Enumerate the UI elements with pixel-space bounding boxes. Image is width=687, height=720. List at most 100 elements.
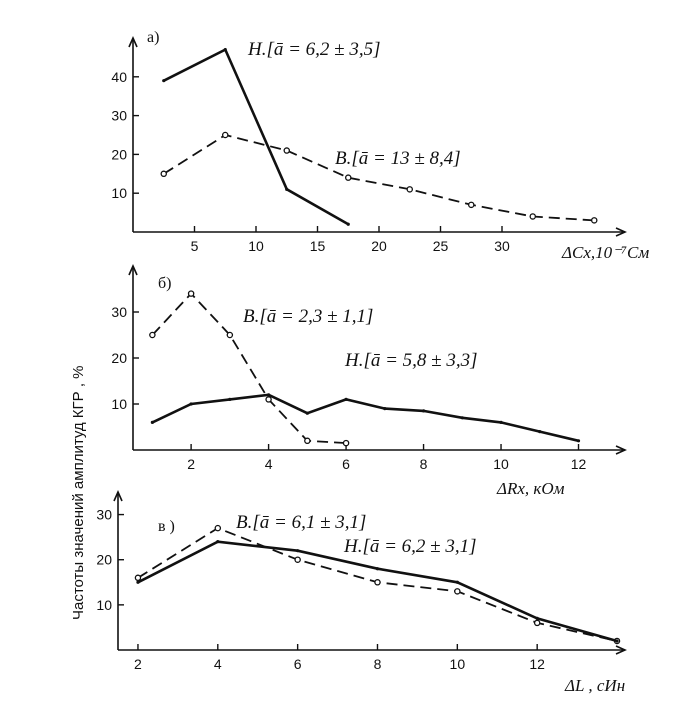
panel-b-series-n-point bbox=[576, 439, 581, 443]
panel-b-y-arrow bbox=[128, 264, 138, 276]
panel-c-x-tick-label: 10 bbox=[450, 656, 466, 672]
panel-c-series-v-point bbox=[134, 574, 142, 582]
panel-b-series-v-point bbox=[265, 396, 272, 403]
panel-b-series-n-point bbox=[228, 397, 232, 401]
panel-b-annotation-v: В.[ā = 2,3 ± 1,1] bbox=[243, 306, 373, 327]
panel-a-y-arrow bbox=[128, 36, 138, 48]
panel-a-x-axis-label: ΔCx,10⁻⁷См bbox=[561, 243, 649, 262]
panel-c-x-tick-label: 4 bbox=[214, 656, 222, 672]
panel-c-x-tick-label: 12 bbox=[529, 656, 545, 672]
panel-b-series-n-point bbox=[499, 420, 503, 424]
panel-c-series-n-point bbox=[136, 580, 140, 584]
panel-c-x-axis-label: ΔL , сИн bbox=[564, 676, 625, 695]
panel-c-series-v-point bbox=[294, 556, 301, 563]
panel-c-series-v-point bbox=[374, 579, 381, 586]
panel-a-series-n-point bbox=[223, 48, 227, 52]
panel-c-annotation-n: Н.[ā = 6,2 ± 3,1] bbox=[343, 536, 477, 557]
panel-c-label: в ) bbox=[158, 518, 175, 535]
panel-b-y-tick-label: 30 bbox=[111, 304, 127, 320]
panel-a-x-tick-label: 5 bbox=[191, 238, 199, 254]
panel-c-series-n-point bbox=[615, 639, 619, 643]
panel-a-y-tick-label: 30 bbox=[111, 108, 127, 124]
panel-b-axes: 10 20 30 2 4 6 8 10 12 bbox=[111, 264, 627, 472]
y-axis-label: Частоты значений амплитуд КГР , % bbox=[70, 366, 87, 621]
panel-b-series-v-point bbox=[304, 437, 311, 445]
panel-b-series-n-point bbox=[150, 420, 154, 424]
panel-b-x-tick-label: 8 bbox=[420, 456, 428, 472]
panel-c-axes: 10 20 30 2 4 6 8 10 12 bbox=[96, 490, 627, 672]
panel-c-y-tick-label: 30 bbox=[96, 507, 112, 523]
panel-c-x-tick-label: 6 bbox=[294, 656, 302, 672]
panel-a-x-tick-label: 10 bbox=[248, 238, 264, 254]
panel-a-series-v-point bbox=[406, 186, 413, 193]
panel-a-label: а) bbox=[147, 29, 159, 46]
panel-b-annotation-n: Н.[ā = 5,8 ± 3,3] bbox=[344, 350, 478, 371]
panel-c-annotation-v: В.[ā = 6,1 ± 3,1] bbox=[236, 512, 366, 533]
panel-b-x-tick-label: 6 bbox=[342, 456, 350, 472]
panel-a-series-n-point bbox=[285, 187, 289, 191]
panel-c-y-tick-label: 20 bbox=[96, 552, 112, 568]
panel-b-series-n-point bbox=[460, 416, 464, 420]
panel-c-y-tick-label: 10 bbox=[96, 597, 112, 613]
panel-b-series-v-point bbox=[226, 331, 234, 339]
panel-b-series-v-point bbox=[342, 439, 350, 447]
panel-b-series-n-point bbox=[189, 402, 193, 406]
panel-a-series-n-point bbox=[346, 222, 350, 226]
panel-a-series-v-line bbox=[163, 134, 595, 222]
panel-a-series-v-point bbox=[160, 170, 167, 178]
panel-a-series-v-point bbox=[221, 131, 229, 139]
panel-b-x-tick-label: 12 bbox=[571, 456, 587, 472]
panel-c: 10 20 30 2 4 6 8 10 12 в ) ΔL , сИн В.[ā = 6,1 ±… bbox=[96, 490, 627, 695]
panel-a-annotation-n: Н.[ā = 6,2 ± 3,5] bbox=[247, 39, 381, 60]
panel-a-y-tick-label: 10 bbox=[111, 185, 127, 201]
panel-c-series-v-point bbox=[214, 524, 222, 532]
panel-a-x-arrow bbox=[615, 227, 627, 237]
panel-c-x-tick-label: 2 bbox=[134, 656, 142, 672]
panel-c-x-tick-label: 8 bbox=[374, 656, 382, 672]
panel-a-series-n-line bbox=[163, 47, 349, 226]
panel-b-y-tick-label: 10 bbox=[111, 396, 127, 412]
panel-a-series-v-point bbox=[529, 213, 537, 220]
panel-b-label: б) bbox=[158, 275, 171, 292]
panel-b-x-arrow bbox=[615, 445, 627, 455]
panel-a-series-v-point bbox=[344, 174, 352, 181]
panel-b-series-n-point bbox=[266, 393, 271, 397]
panel-a-series-n-point bbox=[162, 79, 166, 83]
panel-b-series-v-point bbox=[149, 331, 156, 339]
panel-b-x-tick-label: 4 bbox=[265, 456, 273, 472]
panel-b-series-n-point bbox=[421, 409, 426, 413]
panel-a-y-tick-label: 20 bbox=[111, 146, 127, 162]
panel-c-series-v-point bbox=[454, 588, 461, 595]
panel-a-series-v-point bbox=[283, 147, 290, 154]
panel-b-x-axis-label: ΔRx, кОм bbox=[496, 479, 565, 498]
panel-c-x-arrow bbox=[615, 645, 627, 655]
panel-c-series-n-point bbox=[535, 616, 539, 621]
panel-b-x-tick-label: 2 bbox=[187, 456, 195, 472]
panel-b: 10 20 30 2 4 6 8 10 12 б) ΔRx, кОм В.[ā = 2,3 ± … bbox=[111, 264, 627, 498]
panel-b-series-n-point bbox=[383, 407, 387, 411]
panel-c-series-n-point bbox=[455, 580, 459, 584]
panel-a-x-tick-label: 20 bbox=[371, 238, 387, 254]
panel-a-series-v-point bbox=[591, 217, 598, 224]
panel-a-x-tick-label: 25 bbox=[433, 238, 449, 254]
panel-a-y-tick-label: 40 bbox=[111, 69, 127, 85]
panel-b-series-n-line bbox=[151, 393, 579, 443]
panel-b-x-tick-label: 10 bbox=[493, 456, 509, 472]
panel-c-series-v-point bbox=[533, 619, 541, 627]
panel-b-series-v-point bbox=[187, 290, 195, 297]
panel-a: 10 20 30 40 5 10 15 20 25 30 а) ΔCx,10⁻⁷См Н.[ā =… bbox=[111, 29, 649, 262]
panel-c-series-n-point bbox=[216, 540, 220, 544]
panel-b-series-n-point bbox=[305, 411, 309, 415]
panel-c-series-n-point bbox=[296, 549, 300, 553]
panel-c-series-n-point bbox=[375, 567, 380, 571]
panel-a-x-tick-label: 30 bbox=[494, 238, 510, 254]
panel-b-series-n-point bbox=[538, 430, 542, 434]
panel-a-annotation-v: В.[ā = 13 ± 8,4] bbox=[335, 148, 461, 169]
panel-c-y-arrow bbox=[113, 490, 123, 502]
panel-a-x-tick-label: 15 bbox=[310, 238, 326, 254]
panel-a-axes: 10 20 30 40 5 10 15 20 25 30 bbox=[111, 36, 627, 254]
panel-a-series-v-point bbox=[467, 201, 475, 209]
panel-b-y-tick-label: 20 bbox=[111, 350, 127, 366]
panel-b-series-n-point bbox=[344, 397, 348, 401]
